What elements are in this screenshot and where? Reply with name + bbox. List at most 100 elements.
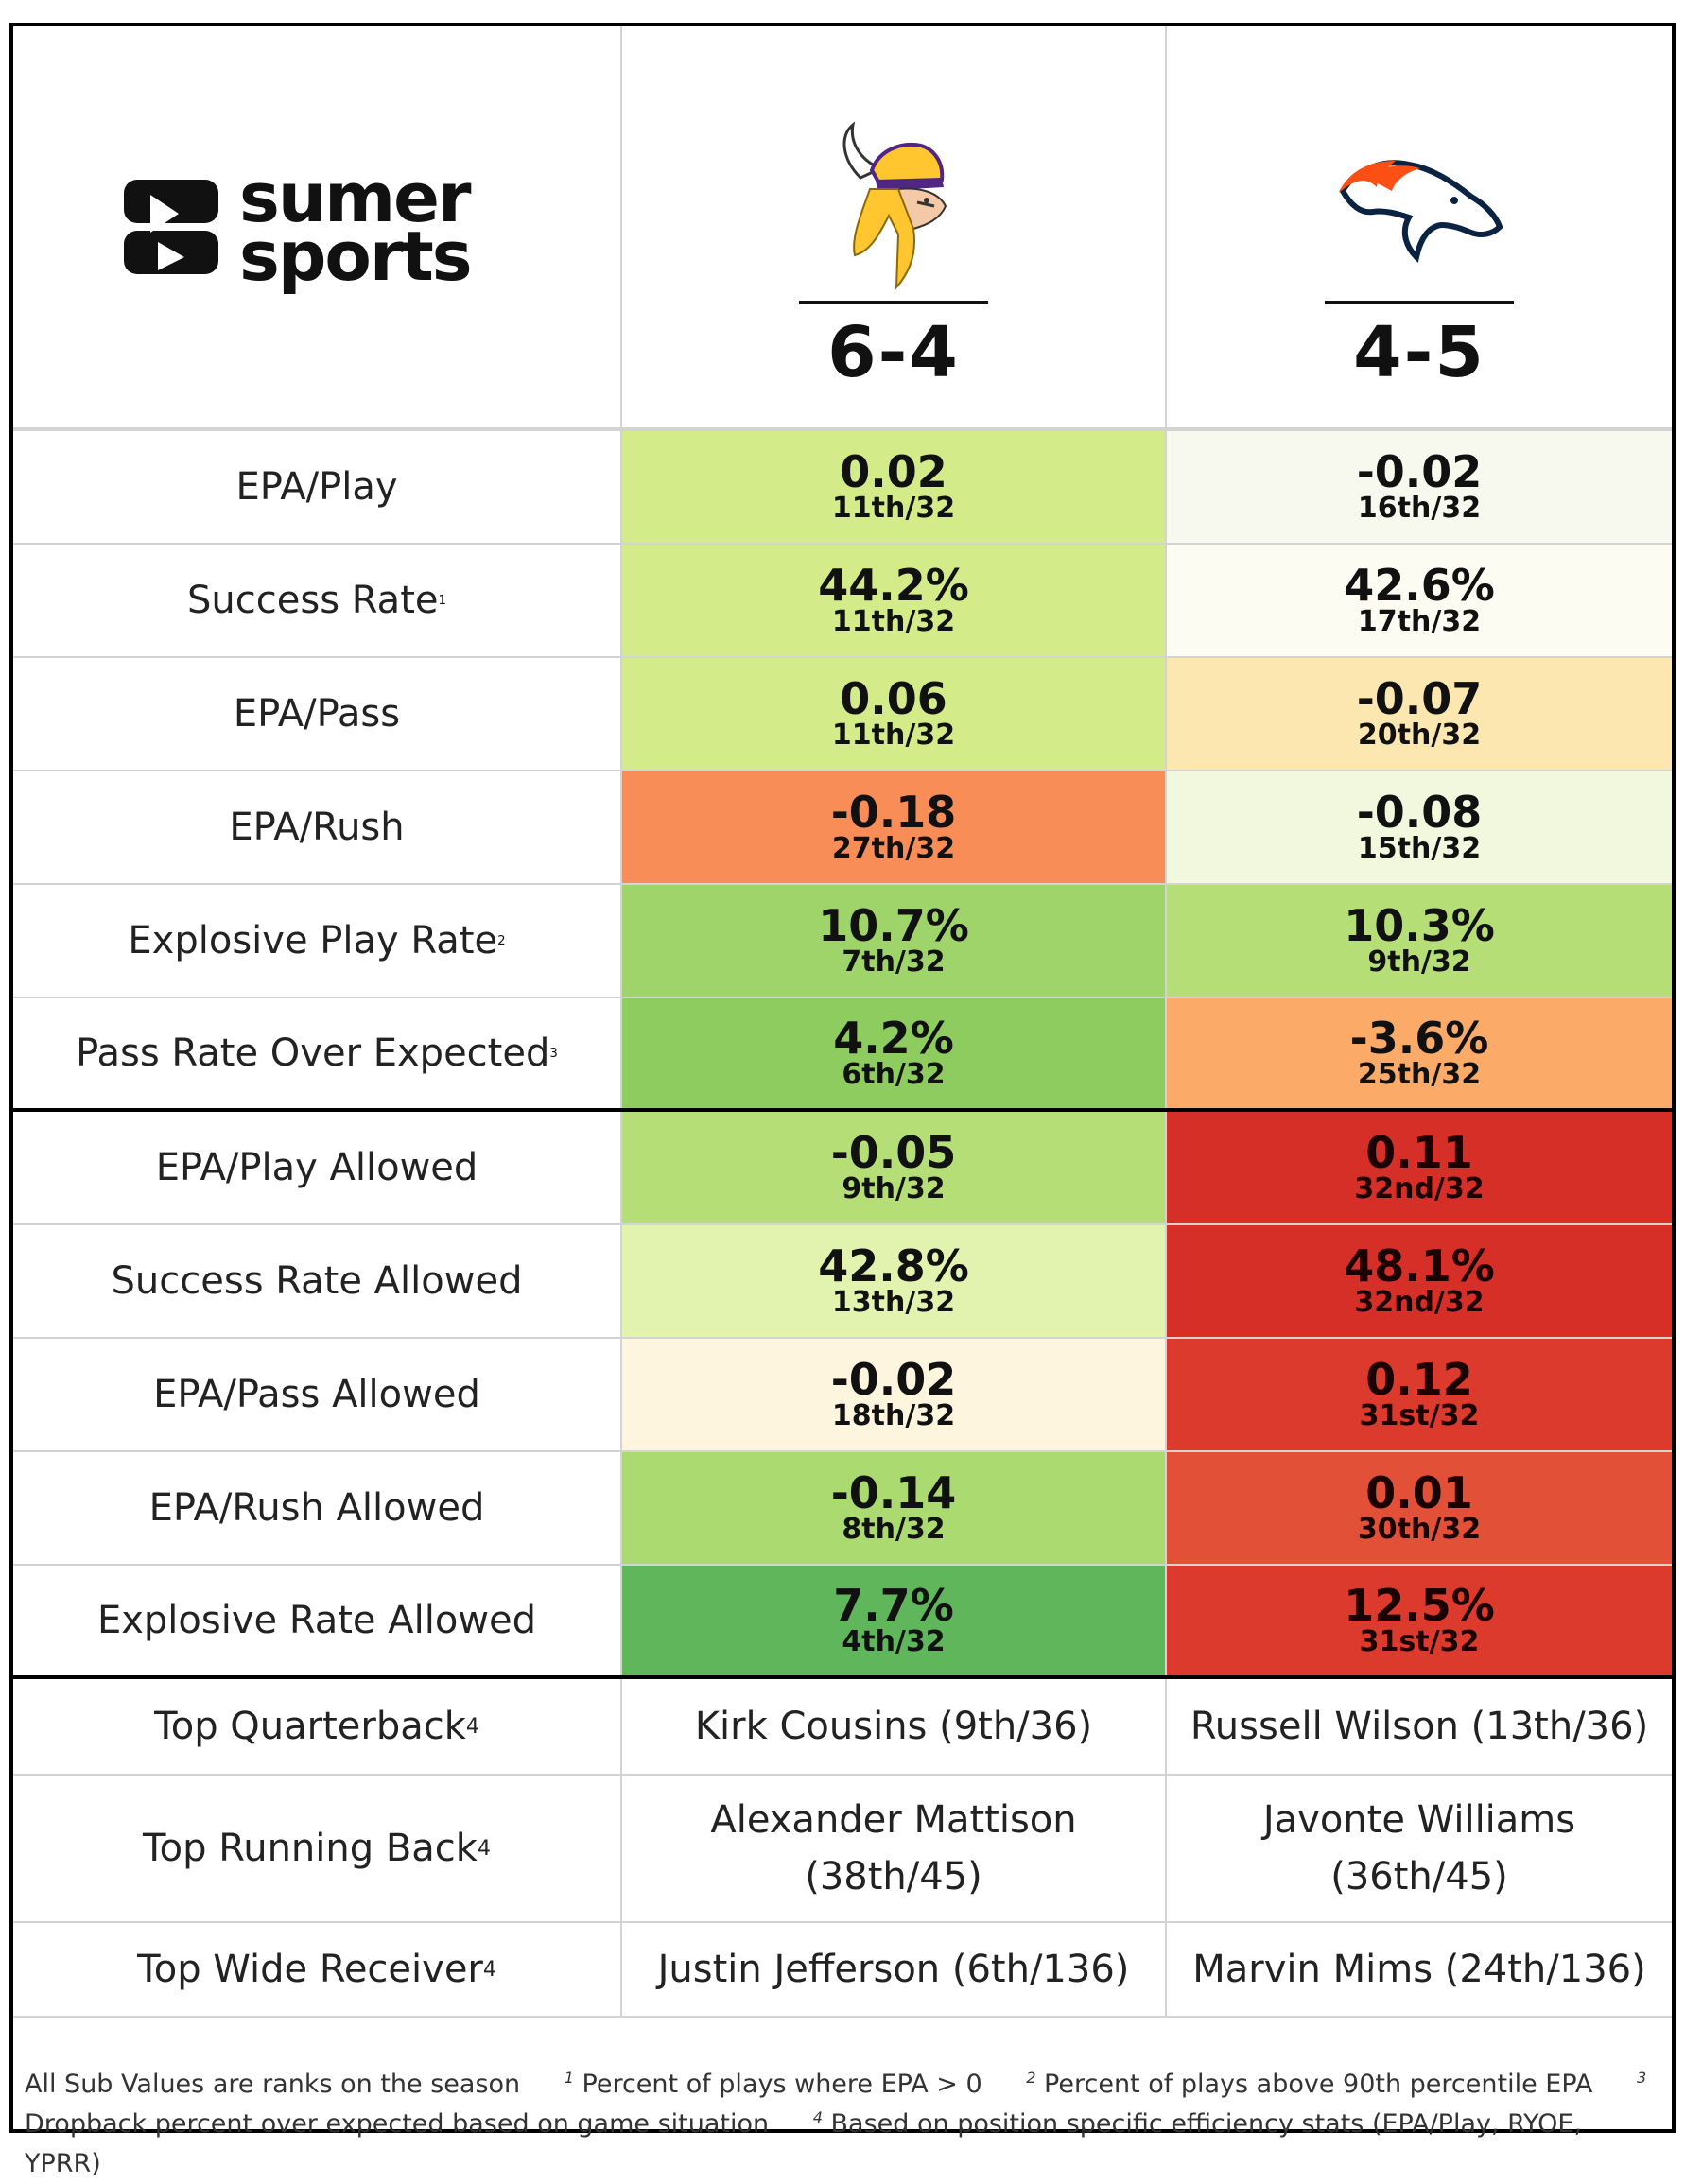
team-b-stat-cell: 0.11 32nd/32 (1167, 1112, 1672, 1223)
comparison-grid: sumer sports 6-4 (13, 26, 1672, 2018)
stat-label: EPA/Rush Allowed (148, 1486, 485, 1530)
stat-value: 0.12 (1365, 1354, 1473, 1406)
player-position-label: Top Quarterback (154, 1705, 466, 1748)
sumer-sports-logo: sumer sports (124, 158, 474, 296)
stat-rank: 31st/32 (1359, 1399, 1480, 1433)
stat-value: -0.08 (1356, 787, 1483, 839)
offense-row: EPA/Play 0.02 11th/32 -0.02 16th/32 (13, 431, 1672, 545)
footnote-marker: 3 (549, 1046, 558, 1061)
team-b-player-cell: Russell Wilson (13th/36) (1167, 1679, 1672, 1774)
vikings-logo-icon (842, 121, 947, 290)
team-b-stat-cell: -0.08 15th/32 (1167, 771, 1672, 883)
team-a-player-cell: Alexander Mattison (38th/45) (622, 1776, 1167, 1921)
stat-value: 10.3% (1344, 900, 1495, 952)
team-b-stat-cell: 0.01 30th/32 (1167, 1452, 1672, 1564)
footnote-2-marker: 2 (1026, 2069, 1036, 2087)
stat-rank: 27th/32 (831, 832, 956, 866)
stat-label-cell: EPA/Pass Allowed (13, 1339, 622, 1450)
stat-rank: 18th/32 (831, 1399, 956, 1433)
stat-value: 4.2% (833, 1013, 954, 1065)
player-row: Top Quarterback 4 Kirk Cousins (9th/36) Rus… (13, 1679, 1672, 1776)
team-a-record: 6-4 (827, 312, 960, 393)
defense-row: Explosive Rate Allowed 7.7% 4th/32 12.5% 31s… (13, 1566, 1672, 1679)
player-name: Kirk Cousins (9th/36) (694, 1705, 1093, 1748)
team-b-stat-cell: 12.5% 31st/32 (1167, 1566, 1672, 1675)
stat-value: -0.18 (830, 787, 957, 839)
player-row: Top Wide Receiver 4 Justin Jefferson (6th/… (13, 1923, 1672, 2018)
footnote-marker: 2 (497, 933, 506, 948)
stat-value: 0.02 (840, 446, 947, 498)
stat-rank: 30th/32 (1357, 1513, 1482, 1547)
offense-section: EPA/Play 0.02 11th/32 -0.02 16th/32 Success R… (13, 431, 1672, 1112)
team-a-stat-cell: 0.02 11th/32 (622, 431, 1167, 543)
stat-value: -0.07 (1356, 673, 1483, 725)
defense-row: EPA/Play Allowed -0.05 9th/32 0.11 32nd/32 (13, 1112, 1672, 1225)
footnote-3-marker: 3 (1636, 2069, 1647, 2087)
team-a-stat-cell: -0.02 18th/32 (622, 1339, 1167, 1450)
team-b-stat-cell: -0.02 16th/32 (1167, 431, 1672, 543)
footnotes: All Sub Values are ranks on the season 1… (13, 2057, 1672, 2178)
team-a-stat-cell: -0.05 9th/32 (622, 1112, 1167, 1223)
footnote-marker: 4 (482, 1957, 496, 1982)
stat-label: EPA/Rush (229, 806, 405, 849)
stat-label-cell: Explosive Rate Allowed (13, 1566, 622, 1675)
defense-row: EPA/Pass Allowed -0.02 18th/32 0.12 31st/32 (13, 1339, 1672, 1452)
footnote-4-marker: 4 (812, 2107, 823, 2126)
team-a-stat-cell: -0.18 27th/32 (622, 771, 1167, 883)
footnote-marker: 1 (438, 593, 446, 608)
stat-label-cell: Pass Rate Over Expected 3 (13, 998, 622, 1108)
footnote-1-marker: 1 (564, 2069, 574, 2087)
stat-rank: 7th/32 (842, 945, 946, 979)
stat-value: 10.7% (818, 900, 969, 952)
stat-rank: 6th/32 (842, 1058, 946, 1092)
stat-rank: 9th/32 (842, 1172, 946, 1206)
stat-label-cell: EPA/Rush Allowed (13, 1452, 622, 1564)
brand-cell: sumer sports (13, 26, 622, 427)
stat-label: EPA/Play Allowed (155, 1146, 478, 1189)
team-a-stat-cell: 42.8% 13th/32 (622, 1225, 1167, 1337)
stat-label-cell: EPA/Rush (13, 771, 622, 883)
footnote-marker: 4 (477, 1836, 491, 1861)
player-row: Top Running Back 4 Alexander Mattison (38t… (13, 1776, 1672, 1923)
player-position-label: Top Wide Receiver (137, 1948, 483, 1991)
footnote-2: Percent of plays above 90th percentile E… (1044, 2070, 1593, 2099)
stat-rank: 11th/32 (831, 719, 956, 753)
stat-value: 0.01 (1365, 1467, 1473, 1519)
player-name: Javonte Williams (36th/45) (1262, 1798, 1576, 1898)
brand-line2: sports (239, 217, 471, 296)
offense-row: Pass Rate Over Expected 3 4.2% 6th/32 -3.6% 2… (13, 998, 1672, 1112)
stat-rank: 31st/32 (1359, 1625, 1480, 1659)
stat-rank: 16th/32 (1357, 492, 1482, 526)
team-b-stat-cell: 42.6% 17th/32 (1167, 545, 1672, 656)
stat-label-cell: EPA/Play (13, 431, 622, 543)
stat-rank: 11th/32 (831, 605, 956, 639)
team-b-stat-cell: 0.12 31st/32 (1167, 1339, 1672, 1450)
stat-rank: 25th/32 (1357, 1058, 1482, 1092)
stat-label: Success Rate (187, 579, 439, 622)
stat-label: Explosive Play Rate (128, 919, 498, 962)
player-label-cell: Top Quarterback 4 (13, 1679, 622, 1774)
player-label-cell: Top Running Back 4 (13, 1776, 622, 1921)
team-b-rule (1325, 301, 1514, 304)
player-name: Marvin Mims (24th/136) (1192, 1948, 1646, 1991)
stat-value: 44.2% (818, 560, 969, 612)
stat-label: Explosive Rate Allowed (96, 1599, 537, 1642)
stat-rank: 32nd/32 (1354, 1172, 1485, 1206)
stat-label: EPA/Pass Allowed (153, 1373, 480, 1416)
stat-value: -0.02 (830, 1354, 957, 1406)
team-b-record: 4-5 (1353, 312, 1485, 393)
team-b-player-cell: Javonte Williams (36th/45) (1167, 1776, 1672, 1921)
stat-value: 7.7% (833, 1580, 954, 1632)
offense-row: EPA/Pass 0.06 11th/32 -0.07 20th/32 (13, 658, 1672, 771)
stat-rank: 11th/32 (831, 492, 956, 526)
stat-value: -0.05 (830, 1127, 957, 1179)
player-name: Alexander Mattison (38th/45) (710, 1798, 1077, 1898)
footnote-3: Dropback percent over expected based on … (25, 2108, 770, 2139)
stat-value: 48.1% (1344, 1240, 1495, 1292)
stat-label-cell: Success Rate Allowed (13, 1225, 622, 1337)
stat-rank: 15th/32 (1357, 832, 1482, 866)
stat-value: 0.06 (840, 673, 947, 725)
stat-label: Pass Rate Over Expected (76, 1031, 550, 1075)
team-b-stat-cell: 48.1% 32nd/32 (1167, 1225, 1672, 1337)
stat-label-cell: EPA/Pass (13, 658, 622, 770)
